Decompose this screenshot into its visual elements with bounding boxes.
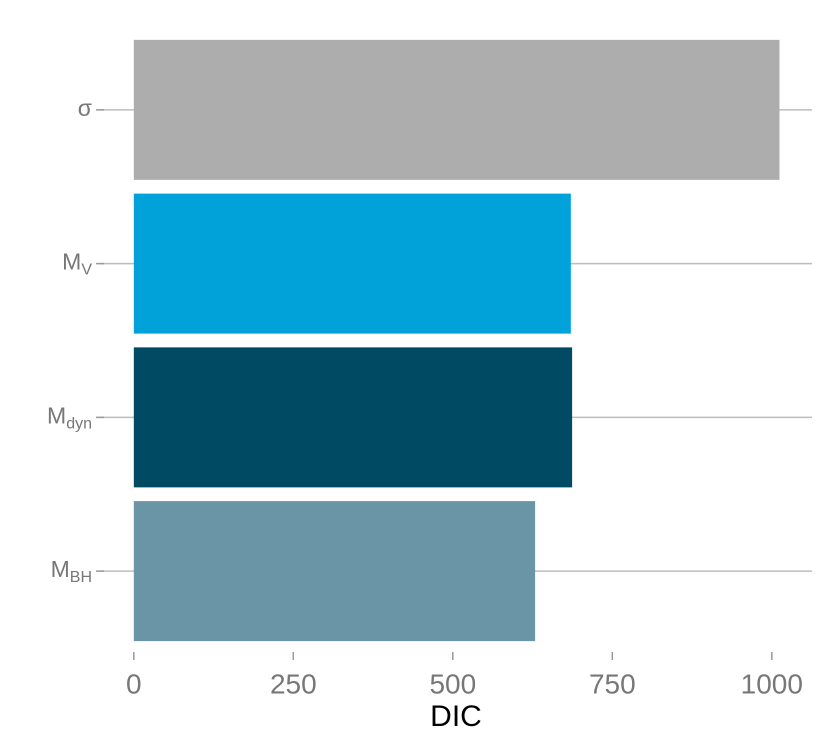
x-tick-label: 1000: [741, 668, 803, 699]
y-tick-label-text: σ: [78, 95, 92, 121]
y-tick-label-sub: BH: [70, 569, 92, 586]
y-tick-label: MV: [62, 249, 92, 279]
y-tick-label-sub: V: [81, 262, 92, 279]
y-tick-label-sub: dyn: [66, 416, 92, 433]
x-tick-label: 0: [126, 668, 142, 699]
y-tick-label: Mdyn: [47, 402, 92, 432]
x-tick-label: 500: [429, 668, 476, 699]
x-tick-label: 750: [589, 668, 636, 699]
x-axis-label: DIC: [430, 700, 482, 733]
y-tick-label: σ: [78, 95, 92, 121]
x-tick-label: 250: [270, 668, 317, 699]
bar: [133, 39, 780, 180]
bar: [133, 501, 536, 642]
bar: [133, 347, 573, 488]
y-tick-label-text: M: [47, 402, 66, 428]
y-tick-label: MBH: [51, 556, 92, 586]
bar: [133, 193, 571, 334]
y-tick-label-text: M: [62, 249, 81, 275]
y-tick-label-text: M: [51, 556, 70, 582]
